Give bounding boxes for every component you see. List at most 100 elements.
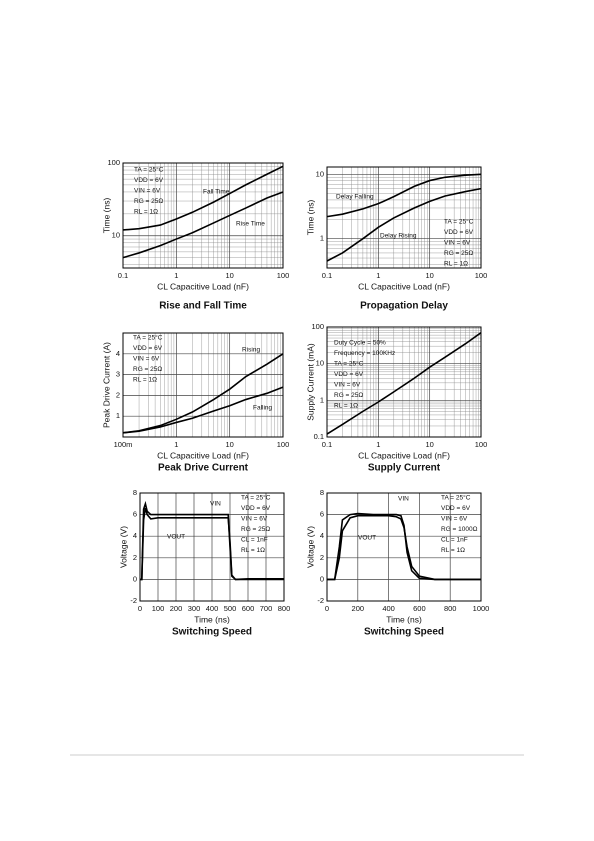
x-axis-label: CL Capacitive Load (nF): [157, 450, 249, 460]
y-tick-label: 8: [133, 488, 137, 497]
x-tick-label: 10: [425, 440, 433, 449]
y-tick-label: 4: [116, 349, 120, 358]
chart-title: Switching Speed: [172, 627, 252, 638]
y-axis-label: Voltage (V): [118, 526, 128, 568]
data-line: [326, 332, 482, 435]
y-axis-label: Time (ns): [305, 200, 315, 236]
annotation: TA = 25°C: [134, 166, 164, 174]
y-tick-label: 2: [133, 553, 137, 562]
x-tick-label: 300: [188, 604, 201, 613]
plot-frame: [122, 162, 284, 269]
series-label: Rise Time: [236, 221, 265, 228]
annotation: TA = 25°C: [444, 218, 474, 226]
data-line: [122, 191, 284, 259]
y-tick-label: 2: [320, 553, 324, 562]
plot-frame: [139, 492, 285, 602]
y-tick-label: 6: [320, 510, 324, 519]
data-line: [326, 173, 482, 218]
annotation: TA = 25°C: [334, 360, 364, 368]
x-tick-label: 0.1: [118, 271, 128, 280]
y-tick-label: 0: [133, 574, 137, 583]
series-label: Rising: [242, 347, 260, 354]
annotation: TA = 25°C: [133, 334, 163, 342]
x-tick-label: 0: [138, 604, 142, 613]
annotation: RL = 1Ω: [334, 403, 358, 410]
x-tick-label: 100: [152, 604, 165, 613]
annotation: RL = 1Ω: [134, 209, 158, 216]
y-tick-label: 100: [107, 158, 120, 167]
series-label: Delay Falling: [336, 194, 374, 201]
annotation: VDD = 6V: [241, 505, 271, 512]
x-tick-label: 10: [225, 440, 233, 449]
data-line: [327, 512, 481, 581]
annotation: RG = 25Ω: [134, 198, 163, 205]
series-label: VOUT: [167, 534, 185, 541]
annotation: TA = 25°C: [241, 494, 271, 502]
chart: 0.1 1 10 100 0.1 1 10 100 CL Capacitive Load (nF…: [305, 322, 487, 474]
y-tick-label: 4: [133, 531, 137, 540]
y-axis-label: Time (ns): [101, 198, 111, 234]
x-tick-label: 10: [225, 271, 233, 280]
x-axis-label: CL Capacitive Load (nF): [157, 281, 249, 291]
x-tick-label: 100: [277, 440, 290, 449]
annotation: VIN = 6V: [134, 188, 161, 195]
data-line: [140, 507, 284, 581]
x-axis-label: CL Capacitive Load (nF): [358, 450, 450, 460]
x-tick-label: 100: [475, 440, 488, 449]
annotation: TA = 25°C: [441, 494, 471, 502]
chart-title: Supply Current: [368, 463, 441, 474]
x-axis-label: Time (ns): [194, 614, 230, 624]
x-tick-label: 1: [174, 440, 178, 449]
y-axis-label: Voltage (V): [305, 526, 315, 568]
series-label: Fall Time: [203, 189, 230, 196]
x-tick-label: 200: [170, 604, 183, 613]
annotation: RL = 1Ω: [444, 261, 468, 268]
x-tick-label: 1: [376, 271, 380, 280]
x-tick-label: 700: [260, 604, 273, 613]
annotation: Frequency = 100KHz: [334, 350, 395, 357]
annotation: VDD = 6V: [133, 345, 163, 352]
x-tick-label: 400: [206, 604, 219, 613]
annotation: VDD = 6V: [444, 229, 474, 236]
y-tick-label: 3: [116, 370, 120, 379]
x-tick-label: 0.1: [322, 271, 332, 280]
y-axis-label: Supply Current (mA): [305, 343, 315, 421]
annotation: VDD = 6V: [134, 177, 164, 184]
annotation: RG = 25Ω: [334, 392, 363, 399]
x-axis-label: CL Capacitive Load (nF): [358, 281, 450, 291]
x-tick-label: 600: [242, 604, 255, 613]
y-tick-label: -2: [130, 596, 137, 605]
x-tick-label: 600: [413, 604, 426, 613]
x-tick-label: 200: [352, 604, 365, 613]
annotation: RG = 25Ω: [241, 526, 270, 533]
x-tick-label: 500: [224, 604, 237, 613]
x-tick-label: 100: [475, 271, 488, 280]
x-tick-label: 1000: [473, 604, 490, 613]
y-tick-label: 1: [116, 411, 120, 420]
series-label: Falling: [253, 405, 273, 412]
x-tick-label: 800: [278, 604, 291, 613]
y-tick-label: 2: [116, 390, 120, 399]
data-line: [326, 187, 482, 262]
series-label: VIN: [210, 501, 221, 508]
annotation: RL = 1Ω: [441, 547, 465, 554]
x-tick-label: 0: [325, 604, 329, 613]
x-tick-label: 1: [174, 271, 178, 280]
annotation: RL = 1Ω: [133, 377, 157, 384]
annotation: Duty Cycle = 50%: [334, 340, 386, 347]
data-line: [122, 165, 284, 231]
plot-frame: [326, 166, 482, 269]
data-line: [122, 353, 284, 434]
chart: 100m 1 10 100 1 2 3 4 CL Capacitive Load (nF) Pea…: [101, 332, 290, 474]
chart-title: Switching Speed: [364, 627, 444, 638]
annotation: VIN = 6V: [441, 516, 468, 523]
chart-title: Propagation Delay: [360, 301, 448, 312]
annotation: RG = 25Ω: [444, 250, 473, 257]
y-tick-label: 4: [320, 531, 324, 540]
y-tick-label: 100: [311, 322, 324, 331]
annotation: CL = 1nF: [441, 537, 468, 544]
annotation: VDD = 6V: [334, 371, 364, 378]
